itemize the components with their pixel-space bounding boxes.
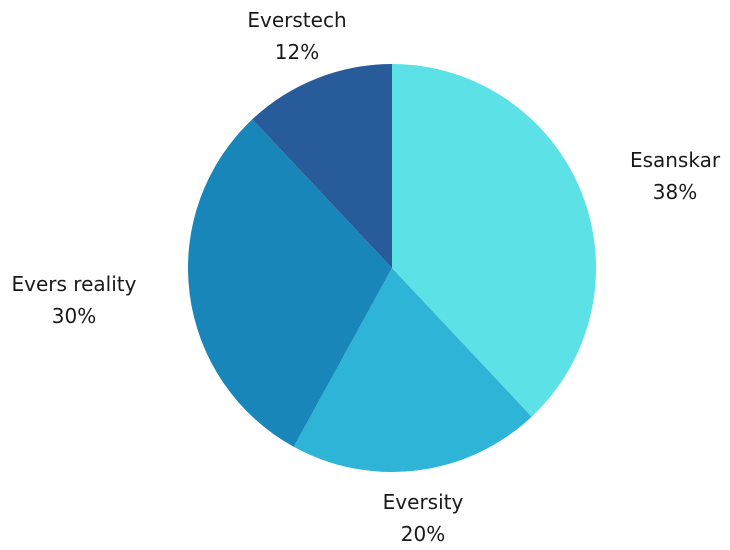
slice-value: 30% xyxy=(51,304,97,328)
slice-value: 20% xyxy=(400,522,446,546)
slice-name: Esanskar xyxy=(629,148,721,172)
pie-slice-everstech xyxy=(252,63,392,268)
slice-name: Evers reality xyxy=(11,272,137,296)
slice-label-eversity: Eversity 20% xyxy=(323,486,523,550)
pie-slice-esanskar xyxy=(392,64,597,417)
slice-name: Everstech xyxy=(247,8,347,32)
slice-value: 12% xyxy=(274,40,320,64)
slice-label-everstech: Everstech 12% xyxy=(197,4,397,68)
pie-slice-eversity xyxy=(293,268,532,473)
pie-slice-evers-reality xyxy=(187,119,392,447)
slice-name: Eversity xyxy=(382,490,464,514)
slice-label-evers-reality: Evers reality 30% xyxy=(0,268,174,332)
slice-value: 38% xyxy=(652,180,698,204)
pie-slices xyxy=(187,63,597,473)
slice-label-esanskar: Esanskar 38% xyxy=(575,144,730,208)
